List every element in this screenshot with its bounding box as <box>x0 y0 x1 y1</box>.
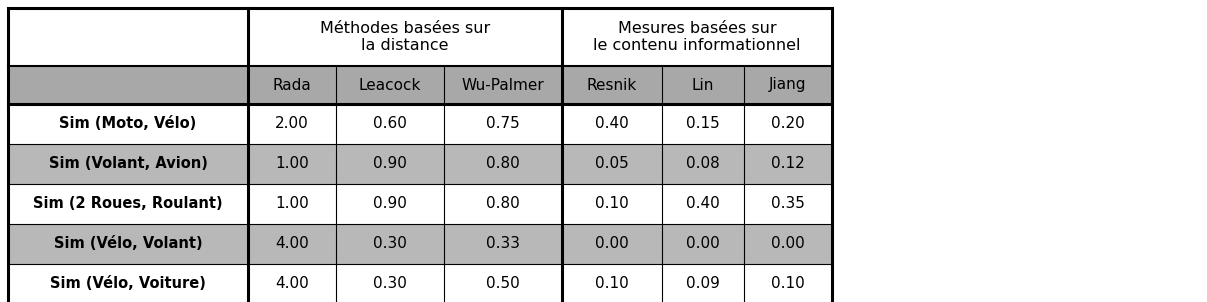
Text: 0.09: 0.09 <box>686 277 719 291</box>
Bar <box>562 144 661 184</box>
Text: 0.35: 0.35 <box>771 197 805 211</box>
Bar <box>562 224 661 264</box>
Bar <box>562 66 661 104</box>
Bar <box>8 144 247 184</box>
Text: 0.30: 0.30 <box>373 236 407 252</box>
Text: 0.90: 0.90 <box>373 197 407 211</box>
Bar <box>247 66 336 104</box>
Bar <box>8 104 247 144</box>
Text: 2.00: 2.00 <box>275 117 309 131</box>
Text: Resnik: Resnik <box>587 78 637 92</box>
Text: 0.80: 0.80 <box>486 156 520 172</box>
Text: Wu-Palmer: Wu-Palmer <box>461 78 544 92</box>
Text: Mesures basées sur
le contenu informationnel: Mesures basées sur le contenu informatio… <box>594 21 800 53</box>
Bar <box>336 224 444 264</box>
Bar <box>444 66 562 104</box>
Text: 0.60: 0.60 <box>373 117 407 131</box>
Bar <box>744 224 832 264</box>
Bar <box>8 264 247 302</box>
Text: Méthodes basées sur
la distance: Méthodes basées sur la distance <box>320 21 490 53</box>
Bar <box>562 8 832 66</box>
Bar <box>336 184 444 224</box>
Text: 0.12: 0.12 <box>771 156 805 172</box>
Text: 0.33: 0.33 <box>486 236 520 252</box>
Bar <box>8 8 832 302</box>
Bar <box>744 184 832 224</box>
Bar <box>336 104 444 144</box>
Text: 0.00: 0.00 <box>595 236 629 252</box>
Text: 0.20: 0.20 <box>771 117 805 131</box>
Bar <box>8 8 832 302</box>
Bar <box>336 66 444 104</box>
Bar <box>562 264 661 302</box>
Text: Sim (Vélo, Volant): Sim (Vélo, Volant) <box>53 236 203 252</box>
Text: 4.00: 4.00 <box>275 277 309 291</box>
Bar <box>661 184 744 224</box>
Bar <box>744 144 832 184</box>
Bar <box>336 264 444 302</box>
Bar <box>744 66 832 104</box>
Text: 0.15: 0.15 <box>686 117 719 131</box>
Text: 1.00: 1.00 <box>275 156 309 172</box>
Text: Leacock: Leacock <box>358 78 421 92</box>
Bar <box>247 264 336 302</box>
Bar <box>444 104 562 144</box>
Text: 4.00: 4.00 <box>275 236 309 252</box>
Text: Sim (Moto, Vélo): Sim (Moto, Vélo) <box>59 117 197 131</box>
Bar <box>661 224 744 264</box>
Text: 0.90: 0.90 <box>373 156 407 172</box>
Text: 0.05: 0.05 <box>595 156 629 172</box>
Text: Lin: Lin <box>692 78 715 92</box>
Text: Sim (2 Roues, Roulant): Sim (2 Roues, Roulant) <box>33 197 223 211</box>
Bar <box>8 66 247 104</box>
Bar <box>661 66 744 104</box>
Bar <box>444 144 562 184</box>
Bar <box>444 264 562 302</box>
Bar <box>8 8 247 66</box>
Bar <box>247 8 562 66</box>
Text: 0.50: 0.50 <box>486 277 520 291</box>
Bar <box>336 144 444 184</box>
Text: 0.80: 0.80 <box>486 197 520 211</box>
Text: 0.00: 0.00 <box>771 236 805 252</box>
Bar <box>247 144 336 184</box>
Text: Sim (Vélo, Voiture): Sim (Vélo, Voiture) <box>49 277 206 291</box>
Bar <box>444 184 562 224</box>
Bar <box>661 104 744 144</box>
Text: 1.00: 1.00 <box>275 197 309 211</box>
Text: 0.30: 0.30 <box>373 277 407 291</box>
Text: 0.40: 0.40 <box>686 197 719 211</box>
Text: 0.08: 0.08 <box>686 156 719 172</box>
Bar <box>562 184 661 224</box>
Bar <box>744 264 832 302</box>
Bar <box>562 104 661 144</box>
Bar <box>247 104 336 144</box>
Text: 0.10: 0.10 <box>595 277 629 291</box>
Bar <box>247 184 336 224</box>
Text: 0.40: 0.40 <box>595 117 629 131</box>
Bar <box>744 104 832 144</box>
Bar <box>444 224 562 264</box>
Text: Rada: Rada <box>273 78 311 92</box>
Bar <box>8 224 247 264</box>
Text: Jiang: Jiang <box>769 78 806 92</box>
Bar <box>661 144 744 184</box>
Text: Sim (Volant, Avion): Sim (Volant, Avion) <box>48 156 208 172</box>
Text: 0.10: 0.10 <box>771 277 805 291</box>
Text: 0.75: 0.75 <box>486 117 520 131</box>
Text: 0.10: 0.10 <box>595 197 629 211</box>
Bar <box>661 264 744 302</box>
Text: 0.00: 0.00 <box>686 236 719 252</box>
Bar <box>247 224 336 264</box>
Bar <box>8 184 247 224</box>
